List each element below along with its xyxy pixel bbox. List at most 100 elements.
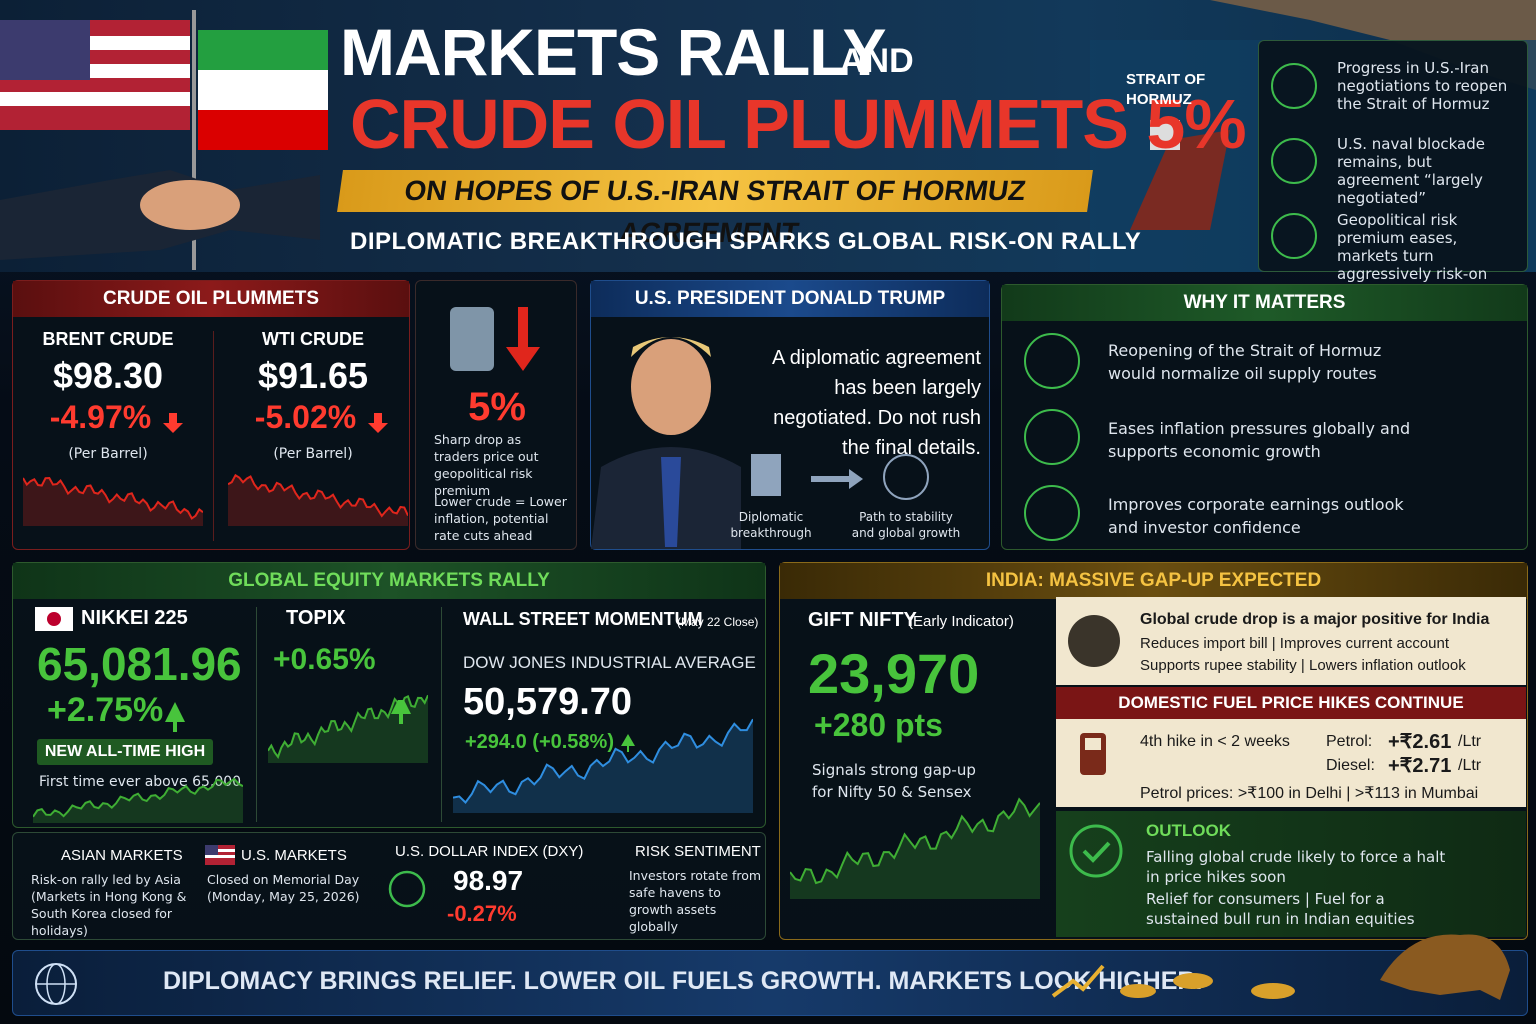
- highlights-panel: Progress in U.S.-Iran negotiations to re…: [1258, 40, 1528, 283]
- why-panel: WHY IT MATTERS Reopening of the Strait o…: [1001, 284, 1528, 550]
- step-icons: [751, 454, 929, 500]
- pump-icon: [1080, 733, 1106, 775]
- outlook-line: Falling global crude likely to force a h…: [1146, 848, 1446, 886]
- nikkei-note: First time ever above 65,000: [39, 774, 242, 790]
- drop-panel: 5% Sharp drop as traders price out geopo…: [415, 280, 577, 550]
- dxy-value: 98.97: [453, 865, 524, 896]
- tile-text: Risk-on rally led by Asia (Markets in Ho…: [31, 872, 187, 938]
- tiles-panel: ASIAN MARKETS Risk-on rally led by Asia …: [12, 832, 766, 940]
- nikkei-change: +2.75%: [47, 691, 164, 729]
- barrel-icon: [450, 307, 540, 371]
- sparkline-area: [33, 778, 243, 823]
- crude-title: CRUDE OIL PLUMMETS: [13, 281, 409, 317]
- crude-unit: (Per Barrel): [273, 446, 353, 462]
- trump-panel: U.S. PRESIDENT DONALD TRUMP A diplomatic…: [590, 280, 990, 550]
- fuel-change: +₹2.61: [1388, 731, 1452, 753]
- coins: [1051, 964, 1295, 999]
- equity-title: GLOBAL EQUITY MARKETS RALLY: [13, 563, 765, 599]
- fuel-change: +₹2.71: [1388, 755, 1452, 777]
- gift-sub: (Early Indicator): [908, 613, 1014, 630]
- footer-text: DIPLOMACY BRINGS RELIEF. LOWER OIL FUELS…: [163, 967, 1203, 995]
- ath-badge: NEW ALL-TIME HIGH: [37, 739, 213, 765]
- crude-name: WTI CRUDE: [262, 329, 364, 349]
- crude-change: -5.02%: [254, 399, 357, 435]
- dxy-change: -0.27%: [447, 901, 517, 926]
- wall-change: +294.0 (+0.58%): [465, 731, 614, 753]
- tile-title: RISK SENTIMENT: [635, 843, 761, 860]
- crude-price: $91.65: [257, 355, 369, 396]
- step-label: Path to stability and global growth: [851, 510, 961, 540]
- india-panel: INDIA: MASSIVE GAP-UP EXPECTED GIFT NIFT…: [779, 562, 1528, 940]
- footer-panel: DIPLOMACY BRINGS RELIEF. LOWER OIL FUELS…: [12, 950, 1528, 1016]
- fuel-title: DOMESTIC FUEL PRICE HIKES CONTINUE: [1056, 687, 1526, 719]
- fuel-card: 4th hike in < 2 weeks Petrol: +₹2.61 /Lt…: [1056, 719, 1526, 807]
- wall-index: DOW JONES INDUSTRIAL AVERAGE: [463, 653, 756, 672]
- sparkline-line: [23, 476, 203, 520]
- tile-title: ASIAN MARKETS: [61, 847, 183, 864]
- location-label: STRAIT OF HORMUZ: [1126, 71, 1206, 108]
- tile-title: U.S. DOLLAR INDEX (DXY): [395, 843, 584, 860]
- sparkline: [23, 476, 203, 526]
- crude-change: -4.97%: [49, 399, 152, 435]
- sparkline-line: [33, 777, 243, 818]
- tile-text: Investors rotate from safe havens to gro…: [629, 868, 762, 934]
- positive-title: Global crude drop is a major positive fo…: [1140, 611, 1490, 628]
- topix-change: +0.65%: [273, 643, 376, 676]
- wall-date: (May 22 Close): [677, 615, 759, 629]
- fuel-unit: /Ltr: [1458, 757, 1482, 774]
- nikkei-value: 65,081.96: [37, 638, 242, 690]
- highlight: U.S. naval blockade remains, but agreeme…: [1337, 135, 1485, 207]
- drop-note: Lower crude = Lower inflation, potential…: [434, 494, 567, 543]
- positive-line: Supports rupee stability | Lowers inflat…: [1140, 657, 1466, 674]
- down-arrows: [163, 413, 388, 433]
- title-sub: CRUDE OIL PLUMMETS 5%: [350, 85, 1247, 163]
- japan-flag: [35, 607, 73, 631]
- outlook-card: OUTLOOK Falling global crude likely to f…: [1056, 811, 1526, 937]
- tile-title: U.S. MARKETS: [241, 847, 347, 864]
- title-main: MARKETS RALLY: [340, 15, 887, 89]
- wall-value: 50,579.70: [463, 681, 633, 723]
- crude-panel: CRUDE OIL PLUMMETS BRENT CRUDE $98.30 -4…: [12, 280, 410, 550]
- flags-handshake: [0, 10, 328, 270]
- outlook-title: OUTLOOK: [1146, 821, 1231, 840]
- positive-card: Global crude drop is a major positive fo…: [1056, 597, 1526, 685]
- quote: A diplomatic agreement has been largely …: [771, 347, 981, 459]
- highlight: Geopolitical risk premium eases, markets…: [1337, 211, 1488, 283]
- oil-icon: [1068, 615, 1120, 667]
- dollar-icon: [388, 870, 426, 908]
- drop-note: Sharp drop as traders price out geopolit…: [434, 432, 539, 498]
- crude-price: $98.30: [52, 355, 164, 396]
- divider: [256, 607, 257, 822]
- why-icons: [1024, 333, 1080, 541]
- divider: [441, 607, 442, 822]
- gift-note: Signals strong gap-up for Nifty 50 & Sen…: [812, 761, 976, 801]
- india-title: INDIA: MASSIVE GAP-UP EXPECTED: [780, 563, 1527, 599]
- drop-pct: 5%: [468, 385, 526, 429]
- title-and: AND: [840, 42, 914, 80]
- globe-icon: [35, 963, 77, 1005]
- crude-unit: (Per Barrel): [68, 446, 148, 462]
- gift-value: 23,970: [808, 642, 980, 705]
- fuel-label: Petrol:: [1326, 733, 1373, 750]
- sparkline: [453, 718, 753, 813]
- fuel-hike: 4th hike in < 2 weeks: [1140, 733, 1290, 750]
- sparkline: [33, 777, 243, 823]
- why-item: Improves corporate earnings outlook and …: [1108, 495, 1404, 537]
- sparkline-area: [23, 478, 203, 526]
- sparkline-line: [790, 797, 1040, 885]
- divider: [213, 331, 214, 541]
- sparkline-area: [268, 695, 428, 763]
- why-title: WHY IT MATTERS: [1002, 285, 1527, 321]
- sparkline-area: [228, 475, 408, 526]
- wall-title: WALL STREET MOMENTUM: [463, 609, 703, 629]
- crude-name: BRENT CRUDE: [42, 329, 174, 349]
- highlight: Progress in U.S.-Iran negotiations to re…: [1337, 59, 1508, 113]
- nikkei-name: NIKKEI 225: [81, 607, 188, 629]
- gift-name: GIFT NIFTY: [808, 609, 917, 631]
- banner: ON HOPES OF U.S.-IRAN STRAIT OF HORMUZ A…: [337, 170, 1093, 248]
- equity-panel: GLOBAL EQUITY MARKETS RALLY NIKKEI 225 6…: [12, 562, 766, 828]
- sparkline: [790, 797, 1040, 899]
- tagline: DIPLOMATIC BREAKTHROUGH SPARKS GLOBAL RI…: [350, 228, 1142, 255]
- gift-change: +280 pts: [814, 707, 943, 743]
